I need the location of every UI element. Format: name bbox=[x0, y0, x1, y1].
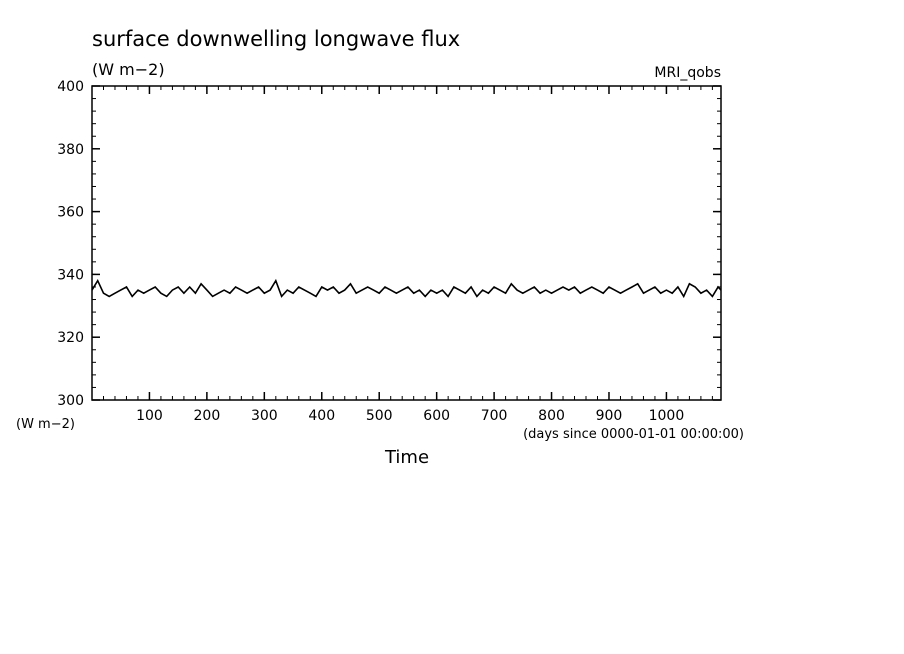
chart-subtitle: (W m−2) bbox=[92, 60, 165, 79]
y-tick-label: 400 bbox=[57, 79, 84, 95]
source-label: MRI_qobs bbox=[654, 65, 721, 81]
x-tick-label: 400 bbox=[308, 408, 335, 424]
y-tick-label: 380 bbox=[57, 142, 84, 158]
x-tick-label: 300 bbox=[251, 408, 278, 424]
y-tick-label: 340 bbox=[57, 267, 84, 283]
x-tick-label: 500 bbox=[366, 408, 393, 424]
x-tick-label: 600 bbox=[423, 408, 450, 424]
y-tick-label: 320 bbox=[57, 330, 84, 346]
y-tick-label: 360 bbox=[57, 205, 84, 221]
series-line-flux bbox=[91, 278, 722, 299]
y-axis-unit-label: (W m−2) bbox=[16, 417, 75, 432]
x-axis-title: Time bbox=[384, 447, 429, 468]
x-tick-label: 700 bbox=[481, 408, 508, 424]
y-tick-label: 300 bbox=[57, 393, 84, 409]
x-tick-label: 1000 bbox=[649, 408, 685, 424]
chart-title: surface downwelling longwave flux bbox=[92, 27, 460, 51]
x-tick-label: 200 bbox=[194, 408, 221, 424]
plot-frame bbox=[91, 85, 722, 401]
x-axis: 100 200 300 400 500 600 700 800 900 1000 bbox=[102, 86, 713, 424]
x-tick-label: 100 bbox=[136, 408, 163, 424]
y-axis: 300 320 340 360 380 400 bbox=[57, 79, 721, 409]
x-axis-units-label: (days since 0000-01-01 00:00:00) bbox=[523, 427, 744, 442]
x-tick-label: 900 bbox=[596, 408, 623, 424]
x-tick-label: 800 bbox=[538, 408, 565, 424]
